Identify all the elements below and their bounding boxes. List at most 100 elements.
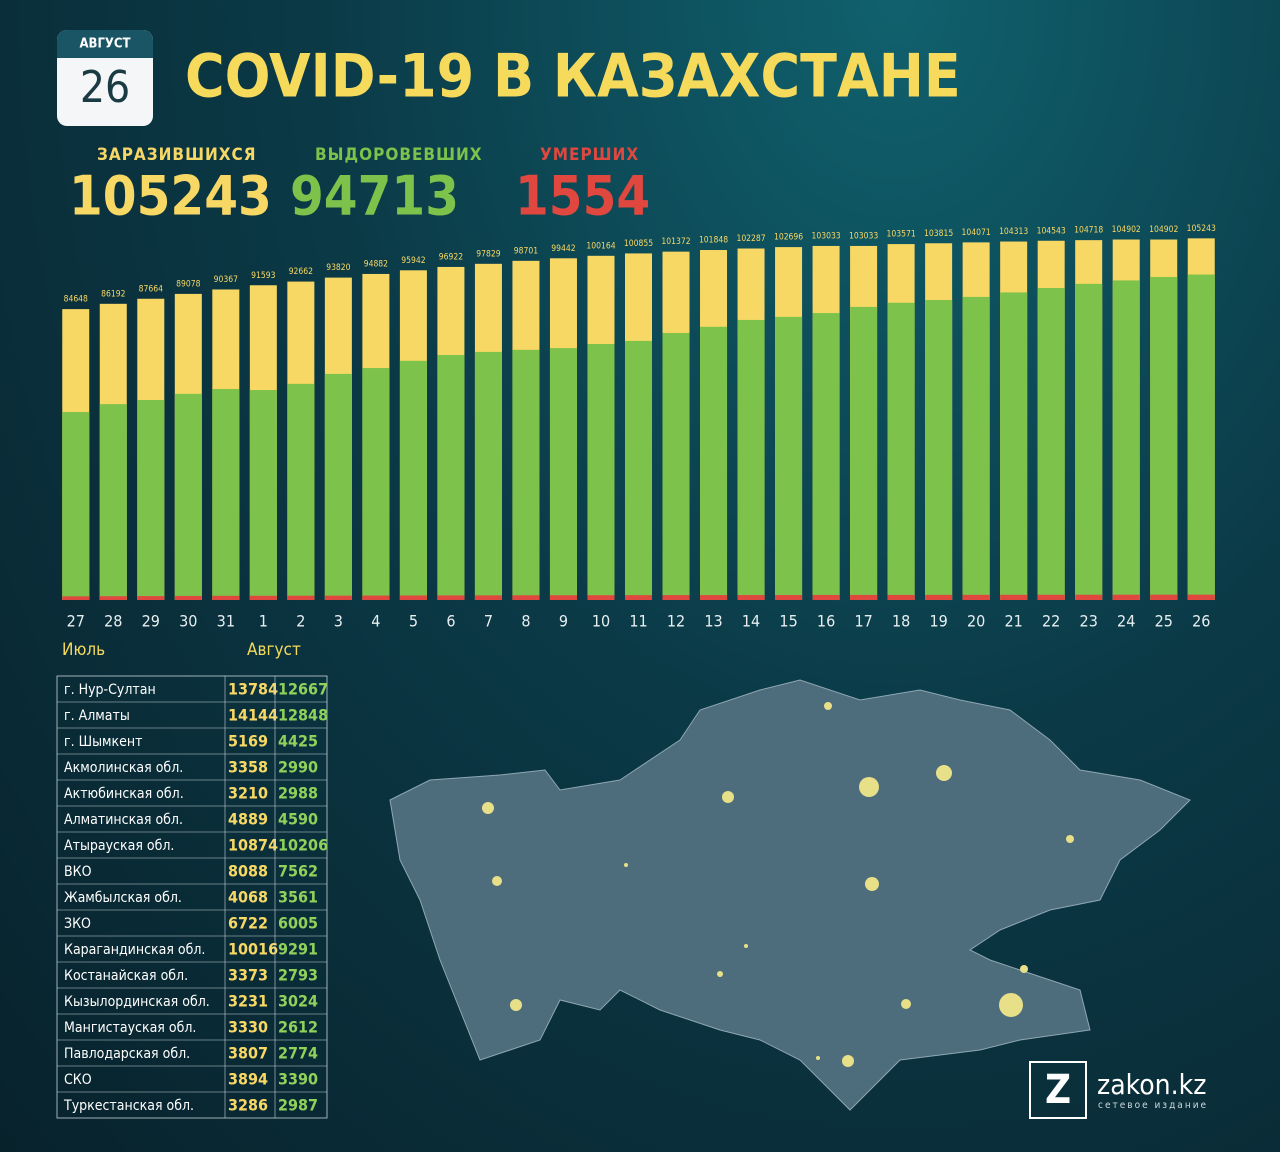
bar: [737, 319, 765, 600]
x-tick-label: 17: [854, 612, 872, 631]
bar: [700, 595, 728, 600]
table-region: ЗКО: [64, 916, 91, 932]
table-number: 3390: [278, 1070, 318, 1089]
stat-value: 105243: [69, 165, 272, 228]
stat-value: 94713: [290, 165, 459, 228]
stat-label: ВЫДОРОВЕВШИХ: [315, 145, 483, 165]
x-tick-label: 4: [371, 612, 380, 631]
x-tick-label: 23: [1080, 612, 1098, 631]
bar: [1075, 283, 1103, 600]
table-number: 10016: [228, 940, 278, 959]
value-label: 101372: [661, 237, 690, 247]
bar: [1075, 594, 1103, 600]
bar: [624, 340, 653, 600]
value-label: 104313: [999, 227, 1028, 237]
bar: [287, 383, 315, 600]
table-number: 6005: [278, 914, 318, 933]
value-label: 91593: [251, 271, 275, 281]
table-region: Кызылординская обл.: [64, 994, 210, 1010]
table-region: Атырауская обл.: [64, 838, 174, 854]
value-label: 99442: [551, 244, 575, 254]
value-label: 90367: [214, 275, 238, 285]
value-label: 103815: [924, 229, 953, 239]
x-tick-label: 20: [967, 612, 985, 631]
bar: [137, 596, 165, 600]
value-label: 101848: [699, 236, 728, 246]
bar: [362, 595, 390, 600]
bar: [62, 412, 90, 600]
bar: [1112, 594, 1140, 600]
table-region: Костанайская обл.: [64, 968, 188, 984]
value-label: 87664: [139, 284, 163, 294]
x-tick-label: 15: [779, 612, 797, 631]
table-number: 4425: [278, 732, 318, 751]
table-number: 7562: [278, 862, 318, 881]
x-tick-label: 9: [559, 612, 568, 631]
table-region: Актюбинская обл.: [64, 786, 184, 802]
table-region: Туркестанская обл.: [63, 1098, 194, 1114]
table-frame: [56, 675, 328, 1119]
bar: [437, 354, 465, 600]
bar: [1150, 594, 1178, 600]
bar: [212, 389, 240, 600]
value-label: 102287: [736, 234, 765, 244]
bar: [850, 306, 878, 600]
x-tick-label: 31: [217, 612, 235, 631]
bar: [512, 595, 540, 600]
table-number: 3358: [228, 758, 268, 777]
bar: [662, 332, 690, 600]
x-tick-label: 3: [334, 612, 343, 631]
table-region: Алматинская обл.: [64, 812, 183, 828]
logo-mark: Z: [1045, 1067, 1071, 1113]
value-label: 104718: [1074, 226, 1103, 236]
bar: [700, 326, 728, 600]
value-label: 95942: [401, 256, 425, 266]
bar: [1187, 594, 1215, 600]
bar: [99, 404, 127, 600]
bar: [925, 300, 953, 600]
value-label: 93820: [326, 263, 350, 273]
table-number: 14144: [228, 706, 278, 725]
x-tick-label: 6: [446, 612, 455, 631]
value-label: 103033: [849, 231, 878, 241]
table-number: 2793: [278, 966, 318, 985]
bar: [474, 351, 502, 600]
bar: [249, 595, 277, 600]
bar: [399, 595, 427, 600]
map-dots: [482, 702, 1074, 1067]
table-number: 4590: [278, 810, 318, 829]
x-tick-label: 14: [742, 612, 760, 631]
bar: [399, 360, 427, 600]
map: [389, 679, 1191, 1111]
table-number: 12667: [278, 680, 328, 699]
bar: [287, 595, 315, 600]
x-tick-label: 16: [817, 612, 835, 631]
logo-tagline: сетевое издание: [1098, 1100, 1208, 1111]
value-label: 104902: [1112, 225, 1141, 235]
bar: [324, 373, 352, 600]
value-label: 103571: [887, 230, 916, 240]
bar: [624, 595, 653, 600]
bar: [812, 594, 840, 600]
x-tick-label: 24: [1117, 612, 1135, 631]
table-number: 3373: [228, 966, 268, 985]
x-tick-label: 18: [892, 612, 910, 631]
stat-label: ЗАРАЗИВШИХСЯ: [97, 145, 257, 165]
value-label: 97829: [476, 249, 500, 259]
x-tick-label: 29: [142, 612, 160, 631]
table-number: 3894: [228, 1070, 268, 1089]
bar: [962, 296, 990, 600]
bar: [887, 594, 915, 600]
bar: [362, 368, 390, 600]
table-number: 3561: [278, 888, 318, 907]
value-label: 89078: [176, 279, 200, 289]
table-number: 3024: [278, 992, 318, 1011]
bar: [549, 595, 577, 600]
value-label: 98701: [514, 246, 538, 256]
bar: [962, 594, 990, 600]
bar: [1187, 274, 1215, 600]
table-region: Жамбылская обл.: [64, 890, 182, 906]
table-number: 2988: [278, 784, 318, 803]
logo-name: zakon.kz: [1097, 1068, 1206, 1101]
